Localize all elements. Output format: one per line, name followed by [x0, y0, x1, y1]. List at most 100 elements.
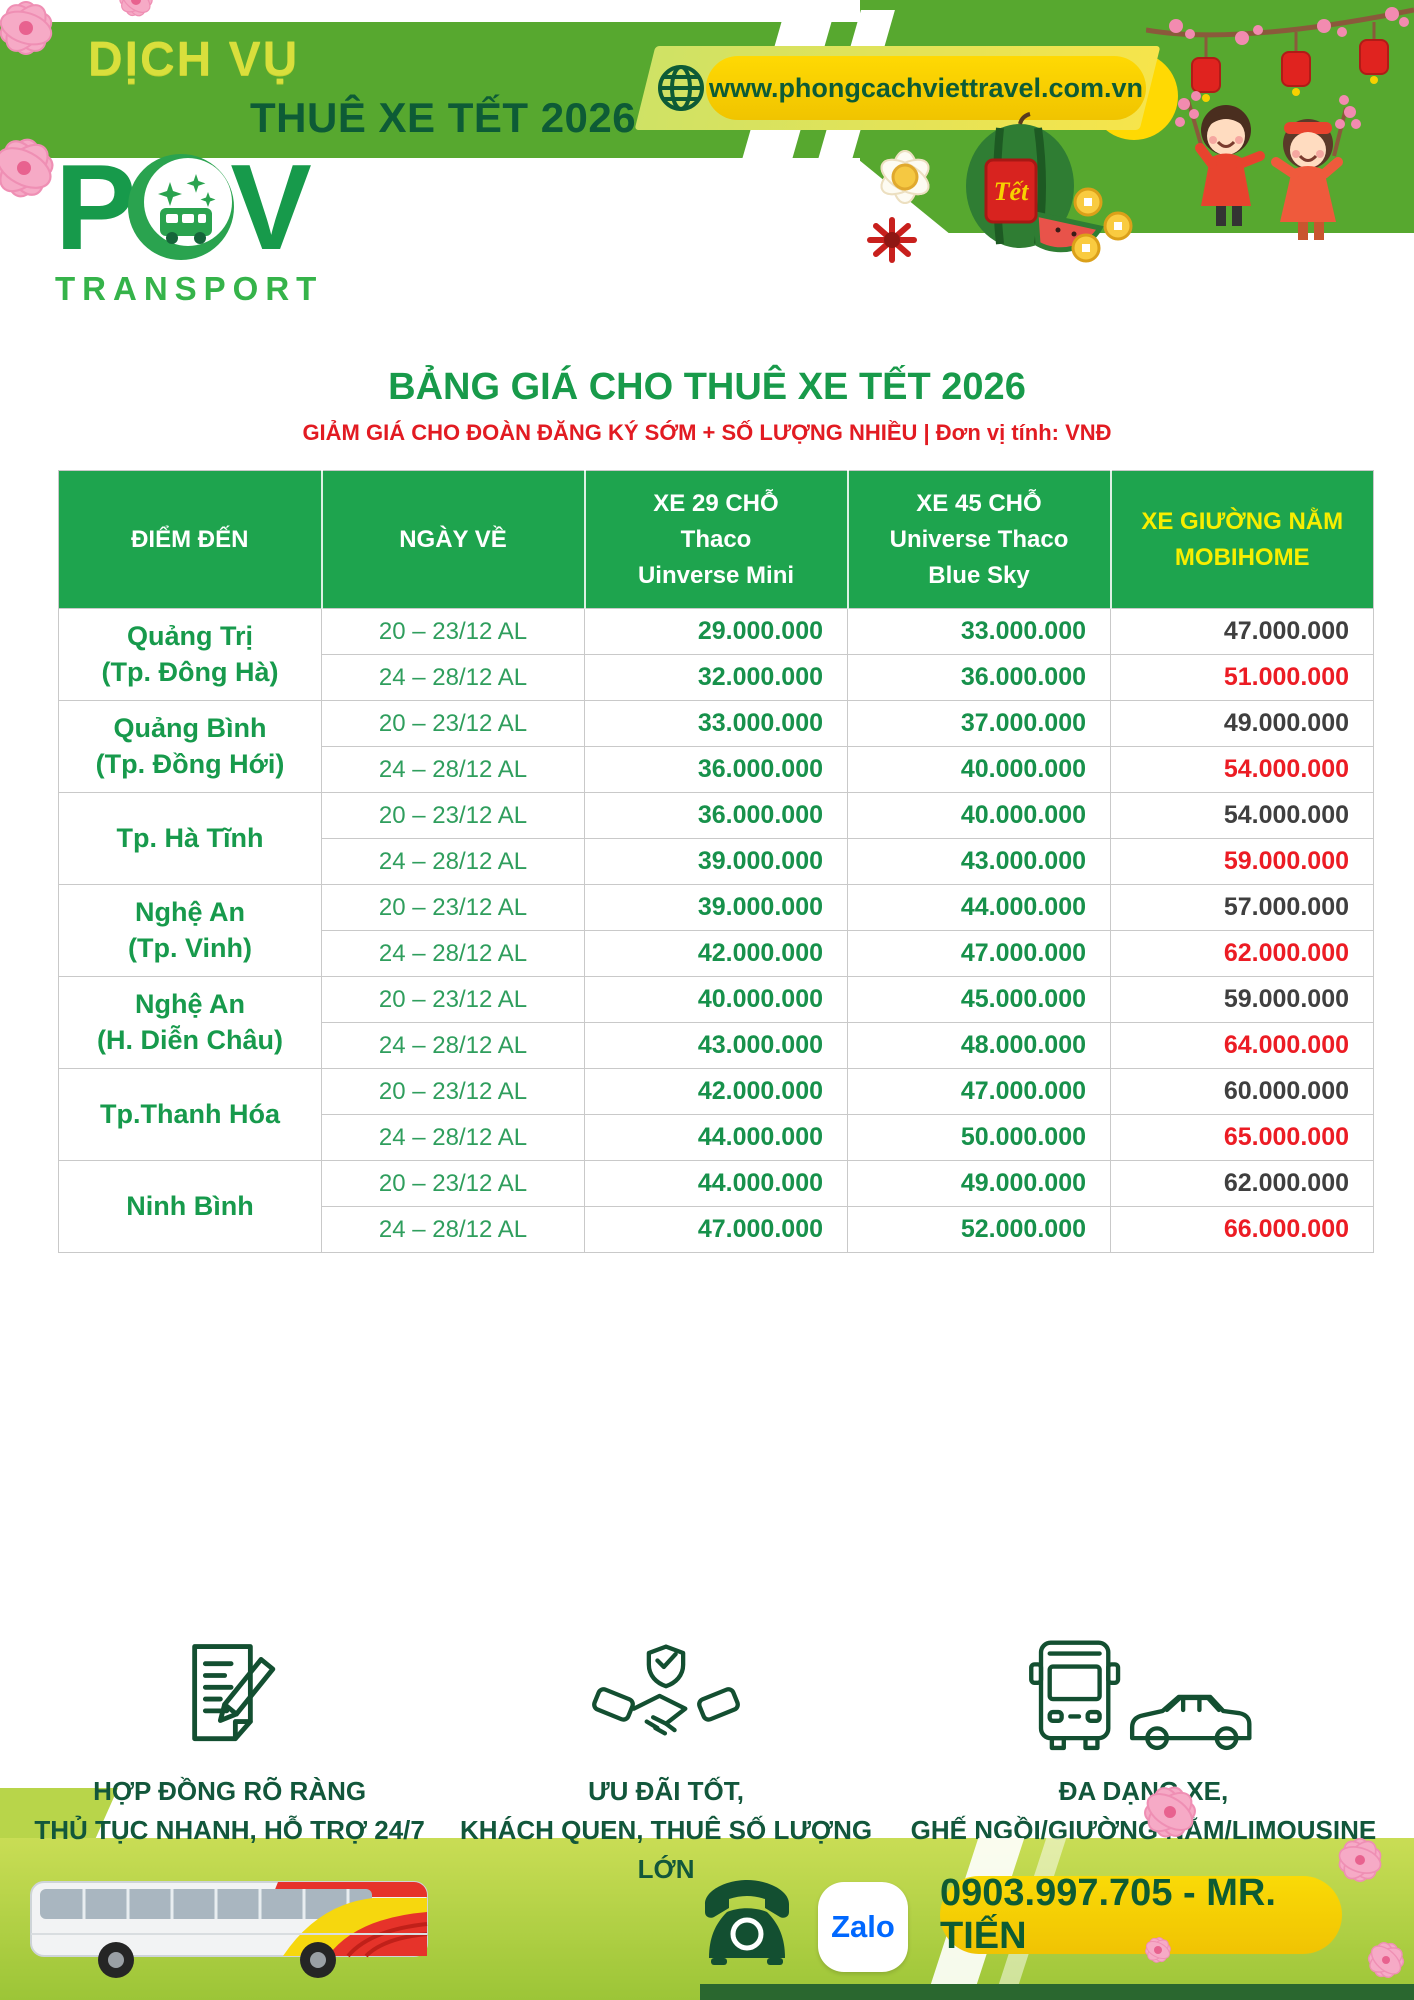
date-cell: 20 – 23/12 AL — [321, 700, 585, 747]
header-bus-29: XE 29 CHỖ Thaco Uinverse Mini — [584, 470, 849, 609]
price-cell: 43.000.000 — [847, 838, 1111, 885]
price-cell: 42.000.000 — [584, 930, 848, 977]
feature-line1: ƯU ĐÃI TỐT, — [588, 1776, 745, 1806]
logo-letter-v: V — [230, 139, 311, 275]
date-cell: 24 – 28/12 AL — [321, 1114, 585, 1161]
table-row: 24 – 28/12 AL 39.000.000 43.000.000 59.0… — [59, 838, 1374, 885]
price-cell: 54.000.000 — [1110, 792, 1374, 839]
price-cell: 66.000.000 — [1110, 1206, 1374, 1253]
destination-cell: Tp.Thanh Hóa — [58, 1068, 322, 1161]
price-cell: 48.000.000 — [847, 1022, 1111, 1069]
date-cell: 24 – 28/12 AL — [321, 930, 585, 977]
lantern-branch-decoration — [1146, 7, 1414, 102]
logo-letter-p: P — [55, 139, 136, 275]
price-cell: 33.000.000 — [847, 608, 1111, 655]
globe-icon — [658, 65, 704, 111]
phone-icon — [705, 1880, 789, 1965]
blossom-decoration-right — [1144, 1786, 1405, 1978]
price-cell: 52.000.000 — [847, 1206, 1111, 1253]
logo-bus-circle — [128, 154, 235, 260]
price-cell: 49.000.000 — [1110, 700, 1374, 747]
zalo-label: Zalo — [831, 1909, 895, 1944]
price-cell: 47.000.000 — [847, 1068, 1111, 1115]
date-cell: 24 – 28/12 AL — [321, 654, 585, 701]
price-cell: 43.000.000 — [584, 1022, 848, 1069]
page-title: BẢNG GIÁ CHO THUÊ XE TẾT 2026 — [388, 366, 1026, 408]
handshake-icon — [592, 1644, 740, 1736]
blossom-decoration-left — [0, 0, 153, 198]
price-cell: 32.000.000 — [584, 654, 848, 701]
header-return-date: NGÀY VỀ — [321, 470, 586, 609]
table-row: Nghệ An (H. Diễn Châu) 20 – 23/12 AL 40.0… — [58, 976, 1374, 1069]
price-cell: 50.000.000 — [847, 1114, 1111, 1161]
svg-text:Tết: Tết — [994, 177, 1029, 206]
price-cell: 54.000.000 — [1110, 746, 1374, 793]
price-cell: 40.000.000 — [847, 792, 1111, 839]
price-table: ĐIỂM ĐẾN NGÀY VỀ XE 29 CHỖ Thaco Uinverse … — [58, 470, 1374, 1253]
feature-contract: HỢP ĐỒNG RÕ RÀNG THỦ TỤC NHANH, HỖ TRỢ 2… — [25, 1630, 434, 1889]
price-cell: 62.000.000 — [1110, 1160, 1374, 1207]
page-subtitle: GIẢM GIÁ CHO ĐOÀN ĐĂNG KÝ SỚM + SỐ LƯỢNG… — [302, 420, 1112, 445]
table-row: 24 – 28/12 AL 36.000.000 40.000.000 54.0… — [59, 746, 1374, 793]
price-cell: 65.000.000 — [1110, 1114, 1374, 1161]
bus-photo — [30, 1881, 428, 1978]
price-cell: 45.000.000 — [847, 976, 1111, 1023]
price-cell: 40.000.000 — [847, 746, 1111, 793]
contract-icon — [191, 1644, 275, 1742]
header-bus-45: XE 45 CHỖ Universe Thaco Blue Sky — [847, 470, 1112, 609]
service-label: DỊCH VỤ — [88, 33, 300, 86]
feature-vehicles: ĐA DẠNG XE, GHẾ NGỒI/GIƯỜNG NẰM/LIMOUSIN… — [898, 1630, 1389, 1889]
table-row: Ninh Bình 20 – 23/12 AL 44.000.000 49.00… — [58, 1160, 1374, 1253]
watermelon-decoration: Tết — [966, 112, 1104, 253]
price-cell: 33.000.000 — [584, 700, 848, 747]
feature-loyalty: ƯU ĐÃI TỐT, KHÁCH QUEN, THUÊ SỐ LƯỢNG LỚ… — [434, 1630, 898, 1889]
phone-contact[interactable]: 0903.997.705 - MR. TIẾN — [940, 1872, 1342, 1957]
price-cell: 37.000.000 — [847, 700, 1111, 747]
website-url[interactable]: www.phongcachviettravel.com.vn — [706, 56, 1146, 120]
price-cell: 62.000.000 — [1110, 930, 1374, 977]
price-cell: 39.000.000 — [584, 884, 848, 931]
destination-cell: Quảng Bình (Tp. Đồng Hới) — [58, 700, 322, 793]
pcv-logo: P V TRANSPORT — [55, 146, 323, 308]
price-cell: 47.000.000 — [584, 1206, 848, 1253]
table-row: Nghệ An (Tp. Vinh) 20 – 23/12 AL 39.000.0… — [58, 884, 1374, 977]
table-row: 24 – 28/12 AL 42.000.000 47.000.000 62.0… — [59, 930, 1374, 977]
table-row: 24 – 28/12 AL 32.000.000 36.000.000 51.0… — [59, 654, 1374, 701]
price-cell: 49.000.000 — [847, 1160, 1111, 1207]
header-sleeper-bus: XE GIƯỜNG NẰM MOBIHOME — [1110, 470, 1374, 609]
footer-dark-strip — [700, 1984, 1414, 2000]
feature-line2: KHÁCH QUEN, THUÊ SỐ LƯỢNG LỚN — [460, 1815, 873, 1884]
price-cell: 39.000.000 — [584, 838, 848, 885]
price-cell: 60.000.000 — [1110, 1068, 1374, 1115]
header-destination: ĐIỂM ĐẾN — [58, 470, 323, 609]
destination-cell: Nghệ An (Tp. Vinh) — [58, 884, 322, 977]
destination-cell: Nghệ An (H. Diễn Châu) — [58, 976, 322, 1069]
date-cell: 24 – 28/12 AL — [321, 1206, 585, 1253]
table-row: 24 – 28/12 AL 47.000.000 52.000.000 66.0… — [59, 1206, 1374, 1253]
price-cell: 40.000.000 — [584, 976, 848, 1023]
price-cell: 44.000.000 — [847, 884, 1111, 931]
price-cell: 36.000.000 — [847, 654, 1111, 701]
price-cell: 44.000.000 — [584, 1114, 848, 1161]
price-cell: 59.000.000 — [1110, 838, 1374, 885]
price-cell: 57.000.000 — [1110, 884, 1374, 931]
destination-cell: Quảng Trị (Tp. Đông Hà) — [58, 608, 322, 701]
date-cell: 24 – 28/12 AL — [321, 746, 585, 793]
vehicles-icon — [1029, 1640, 1252, 1751]
date-cell: 24 – 28/12 AL — [321, 838, 585, 885]
price-cell: 64.000.000 — [1110, 1022, 1374, 1069]
price-cell: 29.000.000 — [584, 608, 848, 655]
date-cell: 24 – 28/12 AL — [321, 1022, 585, 1069]
destination-cell: Tp. Hà Tĩnh — [58, 792, 322, 885]
destination-cell: Ninh Bình — [58, 1160, 322, 1253]
table-row: 24 – 28/12 AL 43.000.000 48.000.000 64.0… — [59, 1022, 1374, 1069]
table-row: 24 – 28/12 AL 44.000.000 50.000.000 65.0… — [59, 1114, 1374, 1161]
date-cell: 20 – 23/12 AL — [321, 1068, 585, 1115]
zalo-icon[interactable]: Zalo — [818, 1882, 908, 1972]
date-cell: 20 – 23/12 AL — [321, 792, 585, 839]
table-row: Tp.Thanh Hóa 20 – 23/12 AL 42.000.000 47… — [58, 1068, 1374, 1161]
price-cell: 36.000.000 — [584, 792, 848, 839]
date-cell: 20 – 23/12 AL — [321, 884, 585, 931]
table-header-row: ĐIỂM ĐẾN NGÀY VỀ XE 29 CHỖ Thaco Uinverse … — [58, 470, 1374, 609]
